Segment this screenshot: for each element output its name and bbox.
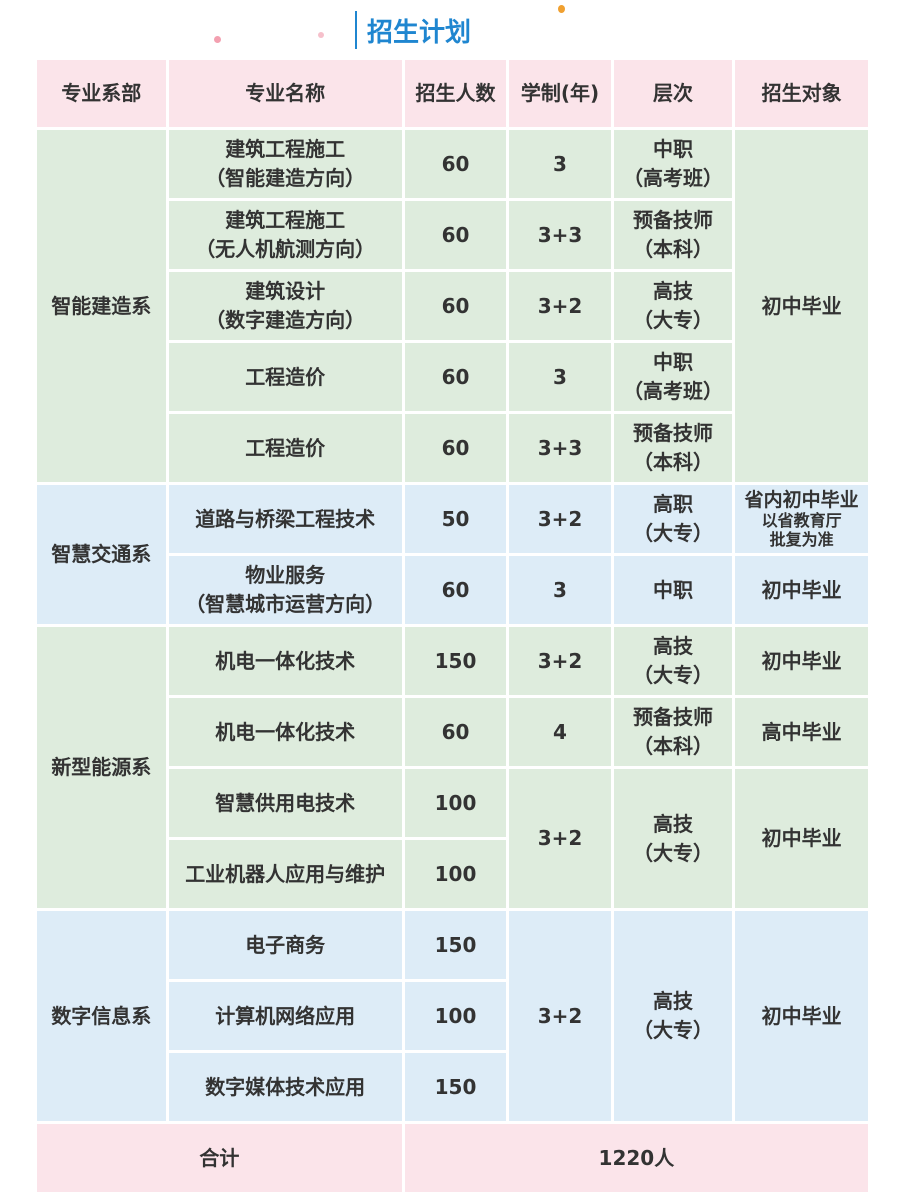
table-row: 智能建造系 建筑工程施工 （智能建造方向） 60 3 中职 （高考班） 初中毕业 (37, 130, 868, 482)
target-cell: 省内初中毕业 以省教育厅 批复为准 (735, 485, 868, 553)
major-cell: 建筑工程施工 （无人机航测方向） (168, 201, 402, 269)
total-label: 合计 (37, 1124, 402, 1192)
decor-dot (318, 32, 324, 38)
level-cell: 高技 （大专） (613, 911, 733, 1121)
count-cell: 60 (404, 201, 507, 269)
count-cell: 100 (404, 982, 507, 1050)
count-cell: 60 (404, 556, 507, 624)
count-cell: 50 (404, 485, 507, 553)
count-cell: 60 (404, 414, 507, 482)
count-cell: 60 (404, 272, 507, 340)
decor-dot (214, 36, 221, 43)
count-cell: 100 (404, 840, 507, 908)
years-cell: 3+2 (509, 769, 611, 908)
page-title: 招生计划 (355, 10, 471, 50)
header-cell: 招生对象 (735, 60, 868, 127)
count-cell: 60 (404, 698, 507, 766)
major-cell: 计算机网络应用 (168, 982, 402, 1050)
major-cell: 工业机器人应用与维护 (168, 840, 402, 908)
table-row: 工程造价 60 3 中职 （高考班） (37, 343, 868, 411)
dept-cell: 数字信息系 (37, 911, 166, 1121)
table-row: 物业服务 （智慧城市运营方向） 60 3 中职 初中毕业 (37, 556, 868, 624)
total-value: 1220人 (404, 1124, 868, 1192)
years-cell: 4 (509, 698, 611, 766)
major-cell: 工程造价 (168, 343, 402, 411)
major-cell: 机电一体化技术 (168, 698, 402, 766)
table-row: 新型能源系 机电一体化技术 150 3+2 高技 （大专） 初中毕业 (37, 627, 868, 908)
years-cell: 3+2 (509, 627, 611, 695)
count-cell: 60 (404, 130, 507, 198)
major-cell: 物业服务 （智慧城市运营方向） (168, 556, 402, 624)
years-cell: 3 (509, 343, 611, 411)
level-cell: 预备技师 （本科） (613, 414, 733, 482)
table-header: 专业系部 专业名称 招生人数 学制(年) 层次 招生对象 (37, 60, 868, 127)
table-row: 工程造价 60 3+3 预备技师 （本科） (37, 414, 868, 482)
dept-cell: 智能建造系 (37, 130, 166, 482)
years-cell: 3 (509, 556, 611, 624)
dept-cell: 新型能源系 (37, 627, 166, 908)
level-cell: 中职 (613, 556, 733, 624)
major-cell: 机电一体化技术 (168, 627, 402, 695)
table-row: 数字信息系 电子商务 150 3+2 高技 （大专） 初中毕业 (37, 911, 868, 1121)
total-row: 合计 1220人 (37, 1124, 868, 1192)
years-cell: 3+2 (509, 911, 611, 1121)
level-cell: 预备技师 （本科） (613, 698, 733, 766)
count-cell: 60 (404, 343, 507, 411)
table-row: 建筑工程施工 （无人机航测方向） 60 3+3 预备技师 （本科） (37, 201, 868, 269)
enrollment-table: 专业系部 专业名称 招生人数 学制(年) 层次 招生对象 智能建造系 建筑工程施… (34, 57, 871, 1195)
table-row: 智慧供用电技术 100 3+2 高技 （大专） 初中毕业 (37, 769, 868, 908)
target-cell: 初中毕业 (735, 911, 868, 1121)
header-cell: 学制(年) (509, 60, 611, 127)
dept-cell: 智慧交通系 (37, 485, 166, 624)
count-cell: 150 (404, 911, 507, 979)
header-cell: 招生人数 (404, 60, 507, 127)
major-cell: 建筑设计 （数字建造方向） (168, 272, 402, 340)
target-note: 以省教育厅 批复为准 (761, 511, 842, 549)
header-cell: 层次 (613, 60, 733, 127)
level-cell: 预备技师 （本科） (613, 201, 733, 269)
major-cell: 电子商务 (168, 911, 402, 979)
table-row: 建筑设计 （数字建造方向） 60 3+2 高技 （大专） (37, 272, 868, 340)
target-cell: 初中毕业 (735, 627, 868, 695)
header-cell: 专业名称 (168, 60, 402, 127)
target-main: 省内初中毕业 (744, 489, 859, 511)
table-row: 计算机网络应用 100 (37, 982, 868, 1050)
level-cell: 高技 （大专） (613, 272, 733, 340)
years-cell: 3 (509, 130, 611, 198)
level-cell: 高职 （大专） (613, 485, 733, 553)
target-cell: 初中毕业 (735, 556, 868, 624)
decor-dot (558, 5, 565, 13)
target-cell: 高中毕业 (735, 698, 868, 766)
target-cell: 初中毕业 (735, 130, 868, 482)
title-accent-bar (355, 11, 357, 49)
years-cell: 3+2 (509, 272, 611, 340)
level-cell: 高技 （大专） (613, 769, 733, 908)
table-row: 机电一体化技术 60 4 预备技师 （本科） 高中毕业 (37, 698, 868, 766)
header-cell: 专业系部 (37, 60, 166, 127)
table-row: 智慧交通系 道路与桥梁工程技术 50 3+2 高职 （大专） 省内初中毕业 以省教… (37, 485, 868, 624)
title-text: 招生计划 (367, 17, 472, 48)
table-row: 工业机器人应用与维护 100 (37, 840, 868, 908)
level-cell: 中职 （高考班） (613, 343, 733, 411)
level-cell: 高技 （大专） (613, 627, 733, 695)
target-cell: 初中毕业 (735, 769, 868, 908)
major-cell: 道路与桥梁工程技术 (168, 485, 402, 553)
count-cell: 150 (404, 627, 507, 695)
major-cell: 数字媒体技术应用 (168, 1053, 402, 1121)
table-row: 数字媒体技术应用 150 (37, 1053, 868, 1121)
years-cell: 3+2 (509, 485, 611, 553)
major-cell: 建筑工程施工 （智能建造方向） (168, 130, 402, 198)
major-cell: 工程造价 (168, 414, 402, 482)
major-cell: 智慧供用电技术 (168, 769, 402, 837)
years-cell: 3+3 (509, 201, 611, 269)
years-cell: 3+3 (509, 414, 611, 482)
count-cell: 150 (404, 1053, 507, 1121)
count-cell: 100 (404, 769, 507, 837)
level-cell: 中职 （高考班） (613, 130, 733, 198)
